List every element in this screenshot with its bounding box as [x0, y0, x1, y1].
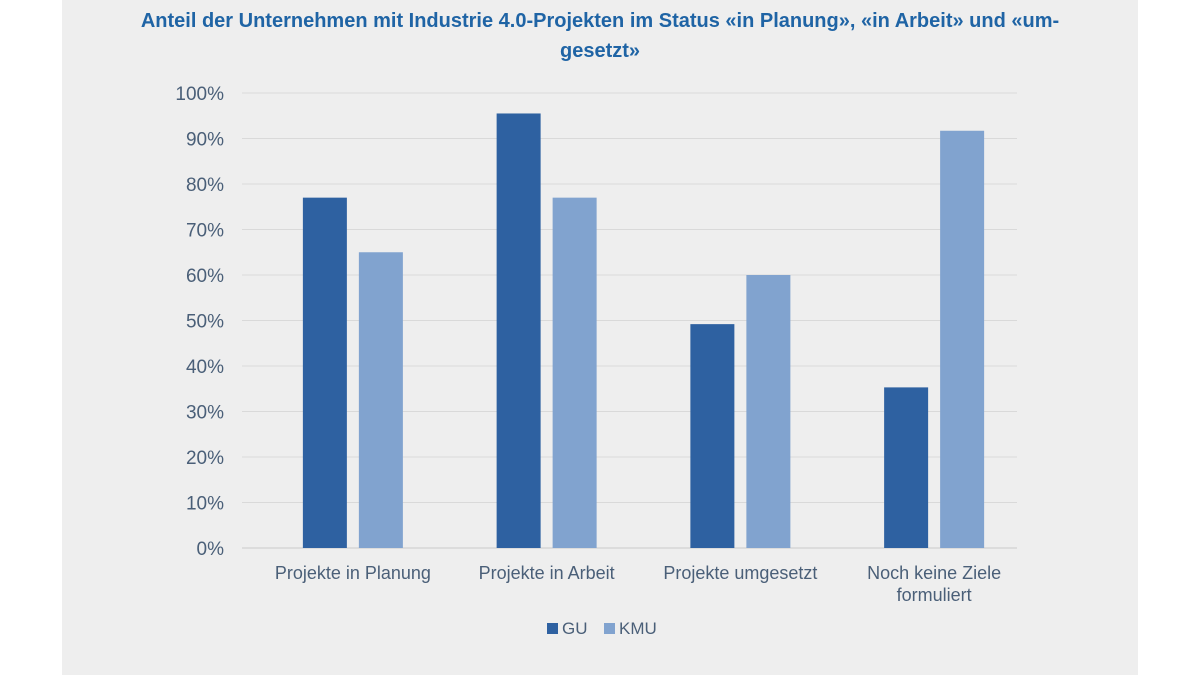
legend-label-kmu: KMU: [619, 619, 657, 638]
legend-swatch-gu: [547, 623, 558, 634]
y-tick-label-90: 90%: [186, 130, 224, 151]
bar-gu-1: [496, 113, 541, 548]
bar-gu-2: [690, 324, 735, 548]
y-tick-label-60: 60%: [186, 266, 224, 287]
y-tick-label-40: 40%: [186, 357, 224, 378]
y-tick-label-70: 70%: [186, 221, 224, 242]
bar-gu-3: [884, 387, 929, 548]
x-category-label-3-0: Noch keine Ziele: [867, 563, 1001, 583]
bar-kmu-3: [940, 130, 985, 548]
x-category-label-1-0: Projekte in Arbeit: [479, 563, 615, 583]
y-tick-label-30: 30%: [186, 403, 224, 424]
legend-swatch-kmu: [604, 623, 615, 634]
x-category-label-3-1: formuliert: [897, 585, 972, 605]
y-tick-label-50: 50%: [186, 312, 224, 333]
bar-kmu-0: [358, 252, 403, 548]
legend-label-gu: GU: [562, 619, 588, 638]
x-category-label-0-0: Projekte in Planung: [275, 563, 431, 583]
bar-kmu-1: [552, 197, 597, 548]
chart-title-line-2: gesetzt»: [559, 40, 641, 62]
y-tick-label-0: 0%: [197, 539, 225, 560]
chart-title-line-1: Anteil der Unternehmen mit Industrie 4.0…: [140, 10, 1060, 32]
y-tick-label-20: 20%: [186, 448, 224, 469]
chart-panel: Anteil der Unternehmen mit Industrie 4.0…: [62, 0, 1138, 675]
chart-title: Anteil der Unternehmen mit Industrie 4.0…: [62, 6, 1138, 66]
y-tick-label-10: 10%: [186, 494, 224, 515]
y-tick-label-80: 80%: [186, 175, 224, 196]
bar-gu-0: [302, 197, 347, 548]
bar-chart: 0% 10% 20% 30% 40% 50% 60% 70% 80% 90% 100% Projekt…: [175, 84, 1017, 638]
y-tick-label-100: 100%: [175, 84, 224, 105]
x-category-label-2-0: Projekte umgesetzt: [663, 563, 817, 583]
bar-kmu-2: [746, 275, 791, 548]
